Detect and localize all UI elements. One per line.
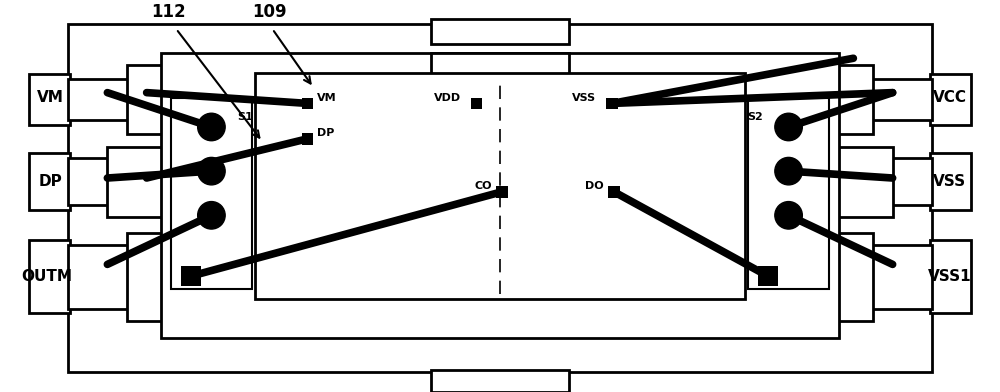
Bar	[68, 79, 147, 120]
Text: VSS: VSS	[572, 93, 596, 103]
Text: 109: 109	[252, 3, 287, 21]
Text: VM: VM	[37, 90, 64, 105]
Bar	[302, 133, 313, 145]
Bar	[68, 158, 132, 205]
Bar	[255, 73, 745, 299]
Bar	[161, 53, 839, 338]
Text: CO: CO	[475, 181, 492, 191]
Bar	[930, 74, 971, 125]
Bar	[29, 74, 70, 125]
Bar	[29, 240, 70, 314]
Text: VCC: VCC	[933, 90, 967, 105]
Circle shape	[775, 113, 802, 141]
Bar	[431, 53, 569, 83]
Bar	[68, 245, 147, 309]
Bar	[127, 233, 181, 321]
Text: VSS1: VSS1	[928, 269, 971, 284]
Bar	[431, 370, 569, 392]
Text: VDD: VDD	[434, 93, 461, 103]
Bar	[608, 186, 620, 198]
Bar	[171, 98, 252, 289]
Text: OUTM: OUTM	[21, 269, 72, 284]
Bar	[606, 98, 618, 109]
Text: DO: DO	[585, 181, 604, 191]
Bar	[496, 186, 508, 198]
Circle shape	[198, 113, 225, 141]
Text: 112: 112	[151, 3, 186, 21]
Bar	[824, 147, 893, 217]
Circle shape	[198, 158, 225, 185]
Text: DP: DP	[39, 174, 62, 189]
Bar	[107, 147, 176, 217]
Bar	[868, 158, 932, 205]
Bar	[819, 65, 873, 134]
Bar	[127, 65, 181, 134]
Bar	[181, 266, 201, 286]
Bar	[471, 98, 482, 109]
Circle shape	[775, 158, 802, 185]
Bar	[302, 98, 313, 109]
Bar	[853, 79, 932, 120]
Bar	[431, 19, 569, 44]
Text: S1: S1	[237, 112, 253, 122]
Bar	[758, 266, 778, 286]
Circle shape	[775, 201, 802, 229]
Bar	[930, 240, 971, 314]
Bar	[819, 233, 873, 321]
Circle shape	[198, 201, 225, 229]
Text: DP: DP	[317, 128, 335, 138]
Bar	[29, 154, 70, 211]
Bar	[853, 245, 932, 309]
Text: VM: VM	[317, 93, 337, 103]
Text: VSS: VSS	[933, 174, 966, 189]
Bar	[68, 24, 932, 372]
Text: S2: S2	[747, 112, 763, 122]
Bar	[748, 98, 829, 289]
Bar	[930, 154, 971, 211]
